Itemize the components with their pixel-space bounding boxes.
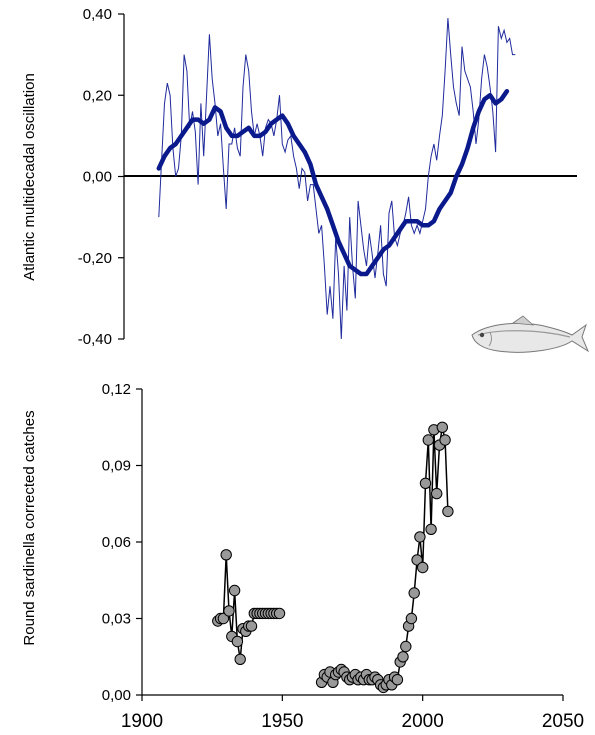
amo-y-axis-label: Atlantic multidecadal oscillation [21, 73, 38, 281]
sardinella-catch-point [228, 584, 241, 597]
amo-y-tick-label: 0,20 [83, 87, 112, 104]
sardinella-y-axis-label: Round sardinella corrected catches [21, 410, 38, 645]
sardinella-catch-point [397, 651, 409, 663]
sardinella-catch-line [320, 427, 449, 689]
sardinella-catch-point [234, 653, 246, 665]
sardinella-catch-point [425, 523, 437, 535]
sardinella-x-tick-label: 2000 [402, 711, 444, 732]
fish-icon [471, 315, 590, 353]
sardinella-x-tick-label: 2050 [542, 711, 584, 732]
sardinella-y-tick-label: 0,09 [102, 458, 131, 475]
sardinella-catch-point [436, 421, 448, 433]
sardinella-catch-point [417, 561, 429, 574]
amo-panel: Atlantic multidecadal oscillation -0,40 -… [21, 6, 590, 353]
sardinella-catch-point [408, 587, 420, 599]
sardinella-catch-point [414, 531, 426, 543]
amo-y-tick-label: 0,40 [83, 6, 112, 23]
sardinella-y-tick-label: 0,12 [102, 381, 131, 398]
sardinella-catch-point [273, 607, 286, 620]
amo-smoothed-line [156, 88, 510, 277]
sardinella-catch-point [217, 612, 230, 625]
sardinella-y-tick-label: 0,03 [102, 611, 131, 628]
sardinella-catch-point [419, 477, 432, 489]
amo-y-tick-label: -0,40 [78, 331, 112, 348]
sardinella-catch-point [422, 434, 434, 446]
sardinella-catch-point [431, 487, 443, 500]
amo-y-tick-label: 0,00 [83, 169, 112, 186]
sardinella-catch-point [400, 640, 412, 653]
sardinella-x-tick-label: 1900 [121, 711, 163, 732]
sardinella-y-tick-label: 0,00 [102, 687, 131, 704]
sardinella-catch-point [439, 434, 451, 446]
sardinella-catch-point [231, 635, 244, 648]
sardinella-panel: Round sardinella corrected catches 0,00 0… [21, 381, 584, 732]
sardinella-catch-point [223, 605, 235, 617]
sardinella-catch-point [391, 674, 404, 686]
sardinella-catch-point [245, 620, 258, 632]
sardinella-catch-point [405, 612, 418, 625]
sardinella-catch-point [411, 554, 423, 566]
sardinella-catch-point [220, 549, 232, 561]
sardinella-x-tick-label: 1950 [261, 711, 303, 732]
amo-annual-line [158, 18, 516, 340]
amo-y-tick-label: -0,20 [78, 250, 112, 267]
sardinella-y-tick-label: 0,06 [102, 534, 131, 551]
sardinella-catch-point [442, 505, 454, 518]
